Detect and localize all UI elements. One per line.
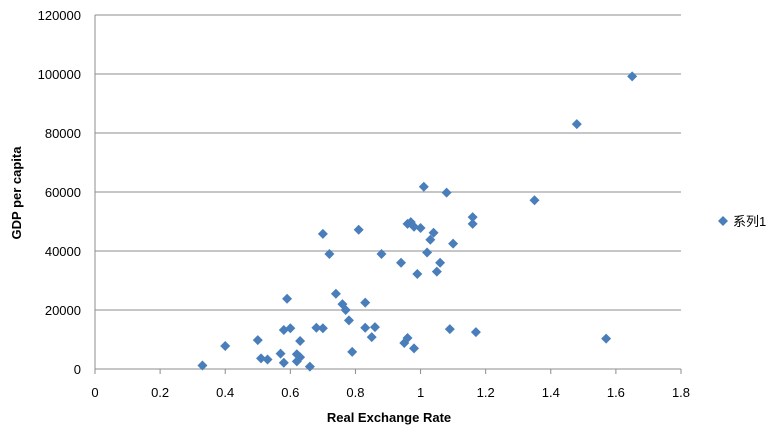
data-point xyxy=(470,327,481,338)
data-point xyxy=(396,257,407,268)
data-point xyxy=(317,228,328,239)
x-tick-label: 1.4 xyxy=(542,385,560,400)
legend: 系列1 xyxy=(718,214,766,229)
data-point xyxy=(360,322,371,333)
data-point xyxy=(415,222,426,233)
data-point xyxy=(448,238,459,249)
data-point xyxy=(431,266,442,277)
y-tick-label: 100000 xyxy=(38,67,81,82)
data-point xyxy=(311,322,322,333)
x-tick-label: 0.4 xyxy=(216,385,234,400)
x-tick-label: 1.2 xyxy=(477,385,495,400)
y-axis-title: GDP per capita xyxy=(9,146,24,240)
x-tick-label: 0 xyxy=(91,385,98,400)
x-tick-label: 1.6 xyxy=(607,385,625,400)
data-point xyxy=(428,227,439,238)
data-points xyxy=(197,71,638,372)
data-point xyxy=(376,248,387,259)
x-axis-title: Real Exchange Rate xyxy=(327,410,451,425)
data-point xyxy=(340,305,351,315)
data-point xyxy=(369,322,380,333)
data-point xyxy=(467,212,478,223)
x-tick-label: 1.8 xyxy=(672,385,690,400)
data-point xyxy=(402,333,413,344)
y-tick-label: 60000 xyxy=(45,185,81,200)
data-point xyxy=(418,181,429,192)
data-point xyxy=(343,315,354,326)
data-point xyxy=(441,187,452,198)
x-tick-labels: 0 0.2 0.4 0.6 0.8 1 1.2 1.4 1.6 1.8 xyxy=(91,385,690,400)
data-point xyxy=(262,354,273,365)
x-tick-label: 0.2 xyxy=(151,385,169,400)
data-point xyxy=(412,269,423,280)
data-point xyxy=(285,323,296,334)
data-point xyxy=(252,335,263,346)
data-point xyxy=(295,335,306,346)
data-point xyxy=(317,323,328,334)
data-point xyxy=(275,348,286,359)
y-tick-label: 20000 xyxy=(45,303,81,318)
gridlines xyxy=(95,14,681,311)
data-point xyxy=(295,352,306,363)
data-point xyxy=(366,332,377,343)
data-point xyxy=(278,357,289,368)
y-tick-label: 120000 xyxy=(38,8,81,23)
data-point xyxy=(360,297,371,308)
data-point xyxy=(324,248,335,259)
data-point xyxy=(422,247,433,258)
data-point xyxy=(425,234,436,245)
legend-label: 系列1 xyxy=(733,214,766,229)
data-point xyxy=(529,195,540,206)
data-point xyxy=(627,71,638,82)
data-point xyxy=(220,340,231,351)
data-point xyxy=(467,218,478,229)
data-point xyxy=(282,293,293,304)
x-tick-label: 1 xyxy=(417,385,424,400)
data-point xyxy=(330,288,341,299)
data-point xyxy=(347,346,358,357)
y-tick-labels: 0 20000 40000 60000 80000 100000 120000 xyxy=(38,8,81,377)
x-tick-label: 0.6 xyxy=(281,385,299,400)
x-tick-label: 0.8 xyxy=(346,385,364,400)
axes xyxy=(94,15,682,374)
y-tick-label: 80000 xyxy=(45,126,81,141)
data-point xyxy=(353,224,364,235)
data-point xyxy=(409,343,420,354)
data-point xyxy=(304,361,315,372)
data-point xyxy=(601,333,612,344)
data-point xyxy=(256,353,267,364)
data-point xyxy=(444,324,455,335)
y-tick-label: 40000 xyxy=(45,244,81,259)
legend-marker xyxy=(718,216,728,226)
y-tick-label: 0 xyxy=(74,362,81,377)
data-point xyxy=(197,360,208,371)
data-point xyxy=(571,119,582,130)
data-point xyxy=(409,221,420,232)
data-point xyxy=(435,257,446,268)
